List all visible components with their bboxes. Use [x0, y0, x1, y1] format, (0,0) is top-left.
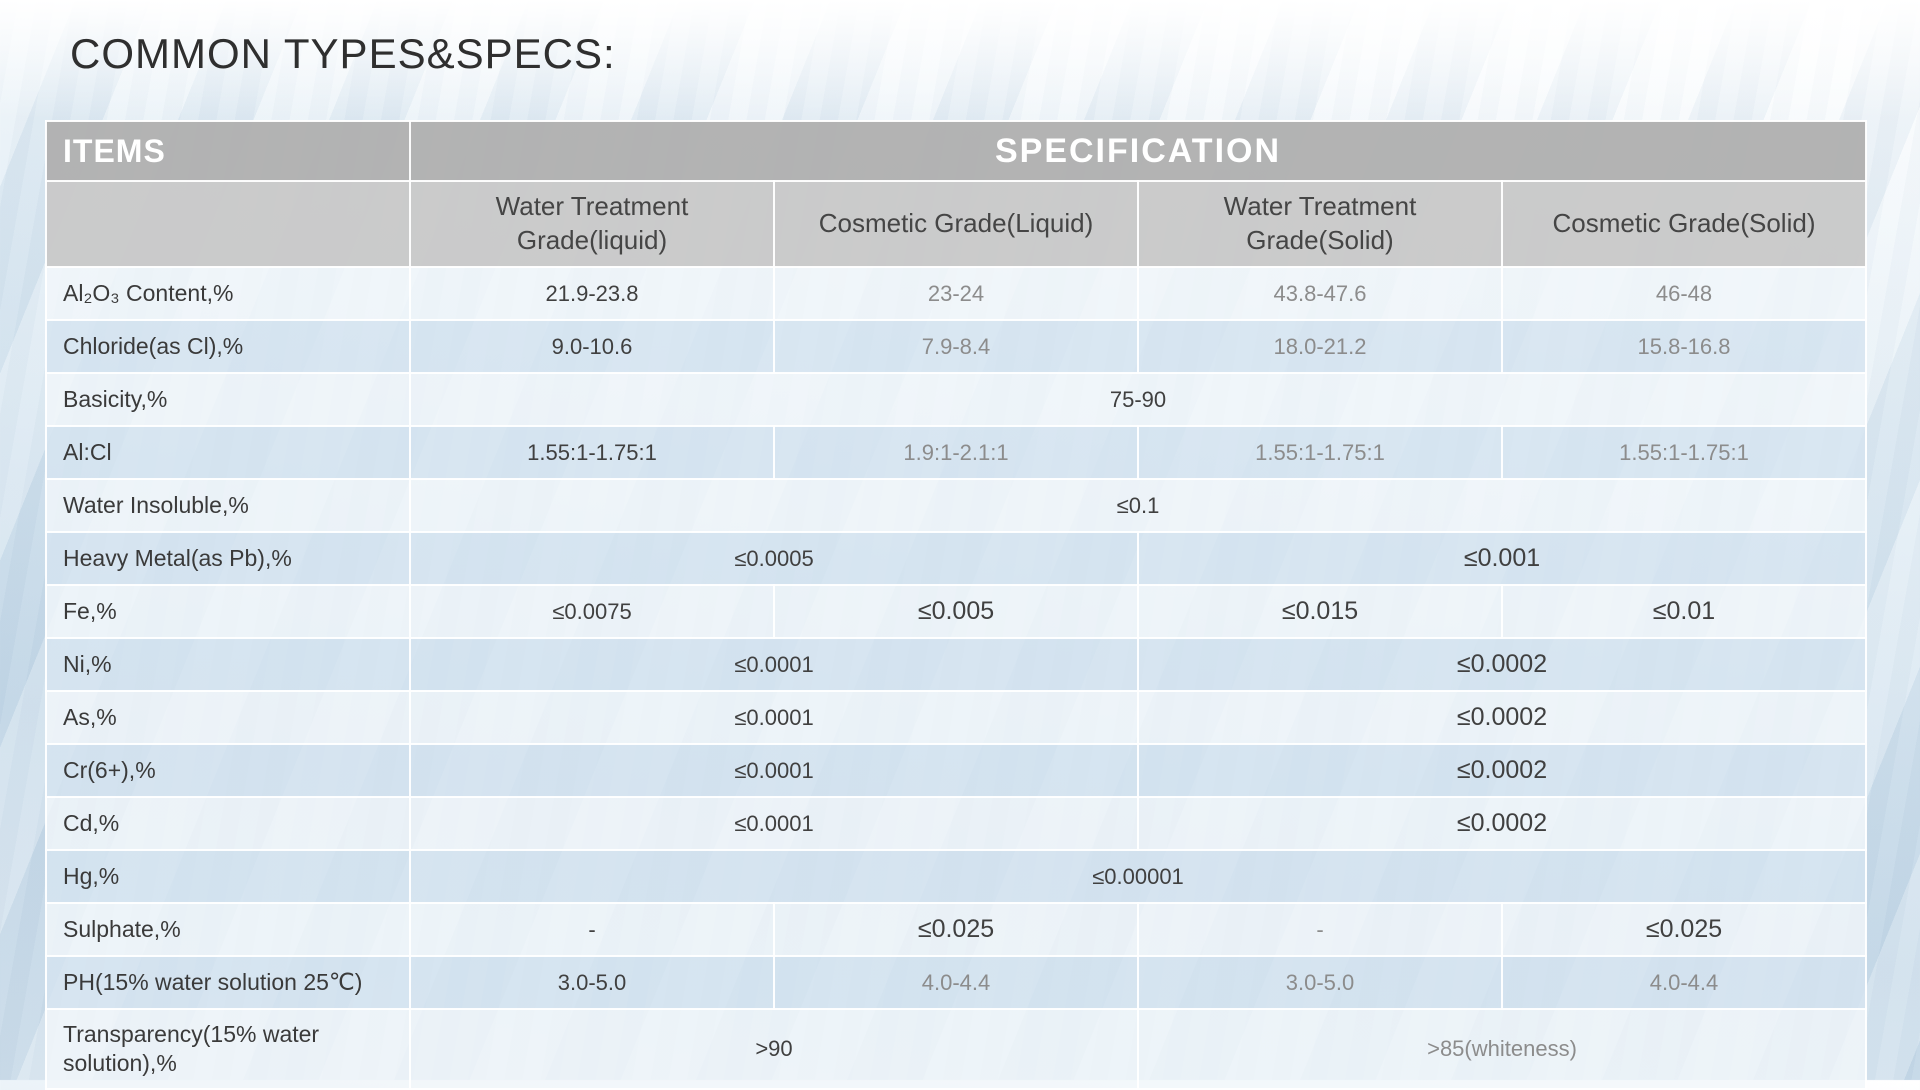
spec-cell: 75-90	[409, 372, 1867, 427]
spec-cell: 23-24	[773, 266, 1139, 321]
spec-cell: 1.55:1-1.75:1	[409, 425, 775, 480]
spec-cell: ≤0.015	[1137, 584, 1503, 639]
spec-cell: -	[409, 902, 775, 957]
item-cell: Al₂O₃ Content,%	[45, 266, 411, 321]
spec-cell: 4.0-4.4	[773, 955, 1139, 1010]
spec-cell: ≤0.0001	[409, 637, 1139, 692]
spec-cell: 7.9-8.4	[773, 319, 1139, 374]
item-cell: Fe,%	[45, 584, 411, 639]
column-header-water-treatment-solid: Water Treatment Grade(Solid)	[1137, 180, 1503, 268]
item-cell: Heavy Metal(as Pb),%	[45, 531, 411, 586]
table-row: Heavy Metal(as Pb),% ≤0.0005 ≤0.001	[45, 531, 1867, 586]
table-row: Hg,% ≤0.00001	[45, 849, 1867, 904]
column-header-cosmetic-liquid: Cosmetic Grade(Liquid)	[773, 180, 1139, 268]
spec-cell: ≤0.0075	[409, 584, 775, 639]
spec-cell: ≤0.0002	[1137, 637, 1867, 692]
spec-cell: 4.0-4.4	[1501, 955, 1867, 1010]
spec-cell: ≤0.0001	[409, 743, 1139, 798]
spec-cell: ≤0.0002	[1137, 690, 1867, 745]
spec-cell: 15.8-16.8	[1501, 319, 1867, 374]
spec-cell: ≤0.005	[773, 584, 1139, 639]
item-cell: Ni,%	[45, 637, 411, 692]
spec-cell: >90	[409, 1008, 1139, 1090]
item-cell: As,%	[45, 690, 411, 745]
spec-cell: ≤0.0002	[1137, 743, 1867, 798]
spec-cell: ≤0.1	[409, 478, 1867, 533]
spec-cell: ≤0.025	[1501, 902, 1867, 957]
spec-cell: ≤0.0002	[1137, 796, 1867, 851]
spec-cell: 46-48	[1501, 266, 1867, 321]
items-header: ITEMS	[45, 120, 411, 182]
spec-cell: ≤0.00001	[409, 849, 1867, 904]
page-title: COMMON TYPES&SPECS:	[70, 30, 616, 77]
table-row: Fe,% ≤0.0075 ≤0.005 ≤0.015 ≤0.01	[45, 584, 1867, 639]
spec-cell: ≤0.0001	[409, 690, 1139, 745]
table-row: Al₂O₃ Content,% 21.9-23.8 23-24 43.8-47.…	[45, 266, 1867, 321]
table-row: Water Insoluble,% ≤0.1	[45, 478, 1867, 533]
table-row: Sulphate,% - ≤0.025 - ≤0.025	[45, 902, 1867, 957]
items-subheader-spacer	[45, 180, 411, 268]
spec-cell: 18.0-21.2	[1137, 319, 1503, 374]
table-row: Cr(6+),% ≤0.0001 ≤0.0002	[45, 743, 1867, 798]
spec-cell: ≤0.025	[773, 902, 1139, 957]
spec-cell: ≤0.0005	[409, 531, 1139, 586]
item-cell: Al:Cl	[45, 425, 411, 480]
spec-cell: ≤0.0001	[409, 796, 1139, 851]
column-header-cosmetic-solid: Cosmetic Grade(Solid)	[1501, 180, 1867, 268]
spec-cell: 1.55:1-1.75:1	[1137, 425, 1503, 480]
table-row: PH(15% water solution 25℃) 3.0-5.0 4.0-4…	[45, 955, 1867, 1010]
item-cell: Water Insoluble,%	[45, 478, 411, 533]
item-cell: Hg,%	[45, 849, 411, 904]
table-row: Basicity,% 75-90	[45, 372, 1867, 427]
table-row: Cd,% ≤0.0001 ≤0.0002	[45, 796, 1867, 851]
spec-cell: ≤0.01	[1501, 584, 1867, 639]
table-row: As,% ≤0.0001 ≤0.0002	[45, 690, 1867, 745]
spec-cell: ≤0.001	[1137, 531, 1867, 586]
spec-cell: 3.0-5.0	[409, 955, 775, 1010]
table-row: Al:Cl 1.55:1-1.75:1 1.9:1-2.1:1 1.55:1-1…	[45, 425, 1867, 480]
specification-header: SPECIFICATION	[409, 120, 1867, 182]
column-header-water-treatment-liquid: Water Treatment Grade(liquid)	[409, 180, 775, 268]
spec-cell: 9.0-10.6	[409, 319, 775, 374]
item-cell: PH(15% water solution 25℃)	[45, 955, 411, 1010]
spec-cell: 1.9:1-2.1:1	[773, 425, 1139, 480]
table-row: Ni,% ≤0.0001 ≤0.0002	[45, 637, 1867, 692]
item-cell: Cr(6+),%	[45, 743, 411, 798]
spec-cell: 3.0-5.0	[1137, 955, 1503, 1010]
item-cell: Sulphate,%	[45, 902, 411, 957]
spec-cell: 21.9-23.8	[409, 266, 775, 321]
spec-cell: -	[1137, 902, 1503, 957]
specs-table: ITEMS SPECIFICATION Water Treatment Grad…	[45, 120, 1867, 1090]
item-cell: Transparency(15% water solution),%	[45, 1008, 411, 1090]
header-row: ITEMS SPECIFICATION	[45, 120, 1867, 182]
table-row: Chloride(as Cl),% 9.0-10.6 7.9-8.4 18.0-…	[45, 319, 1867, 374]
table-row: Transparency(15% water solution),% >90 >…	[45, 1008, 1867, 1090]
spec-cell: 43.8-47.6	[1137, 266, 1503, 321]
spec-cell: >85(whiteness)	[1137, 1008, 1867, 1090]
item-cell: Chloride(as Cl),%	[45, 319, 411, 374]
item-cell: Cd,%	[45, 796, 411, 851]
spec-cell: 1.55:1-1.75:1	[1501, 425, 1867, 480]
subheader-row: Water Treatment Grade(liquid) Cosmetic G…	[45, 180, 1867, 268]
item-cell: Basicity,%	[45, 372, 411, 427]
